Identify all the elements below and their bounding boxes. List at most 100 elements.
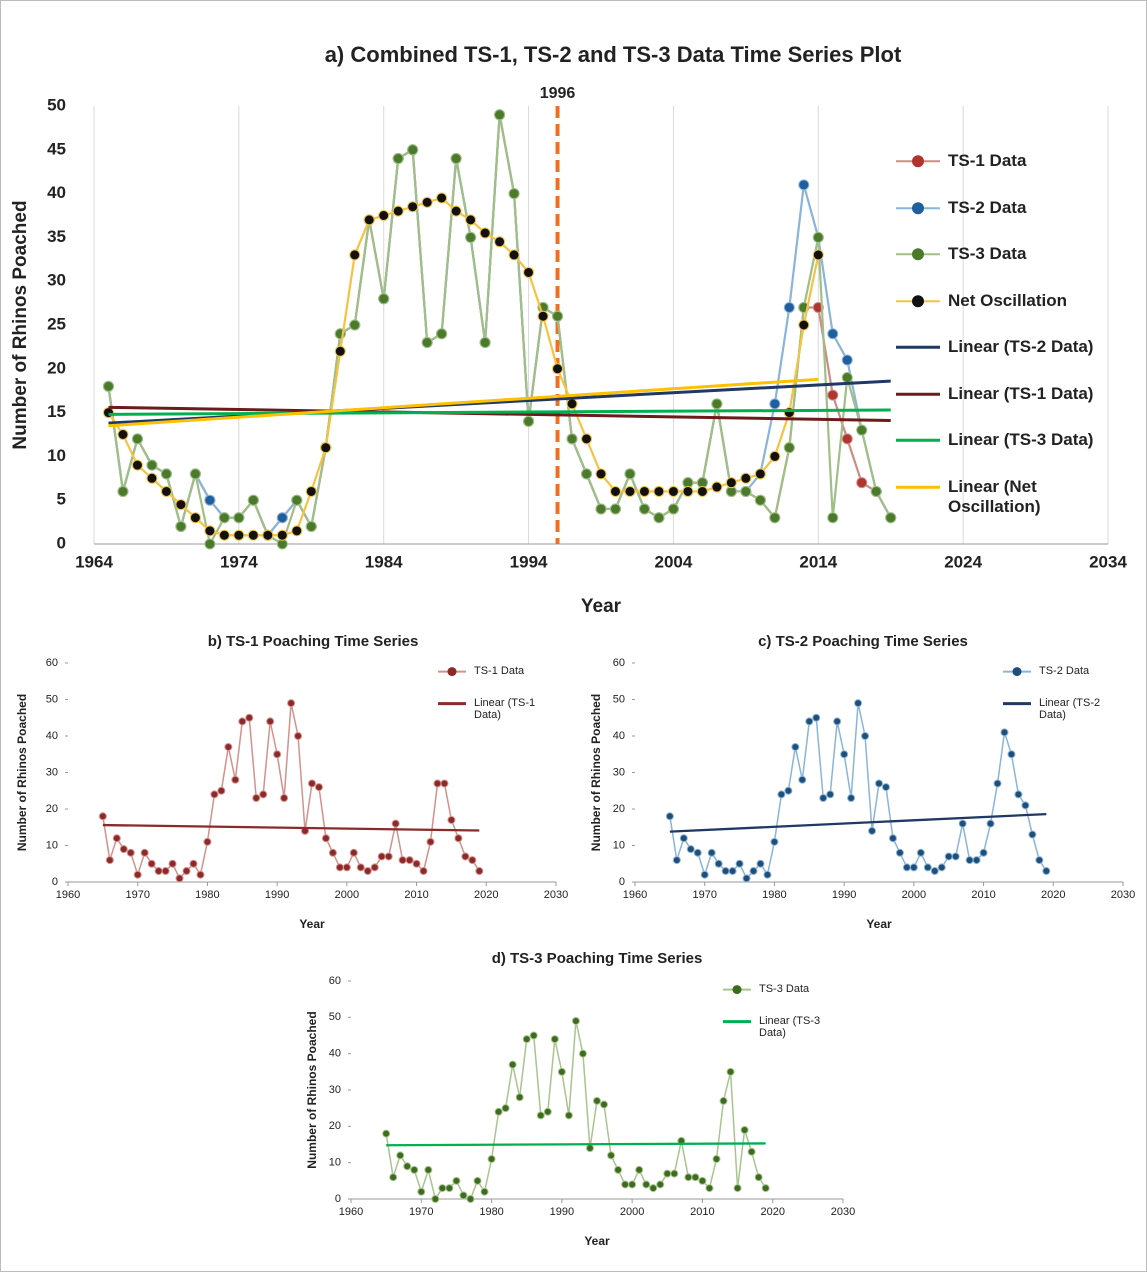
data-point xyxy=(473,1176,482,1185)
legend-label: TS-1 Data xyxy=(474,665,525,677)
data-point xyxy=(805,717,814,726)
data-point xyxy=(98,812,107,821)
y-tick-label: 20 xyxy=(47,358,66,377)
y-tick-label: 50 xyxy=(329,1011,341,1023)
legend-marker xyxy=(732,985,742,995)
data-point xyxy=(461,852,470,861)
data-point xyxy=(305,520,317,532)
data-point xyxy=(189,468,201,480)
legend-label: TS-3 Data xyxy=(948,244,1027,263)
data-point xyxy=(382,1129,391,1138)
data-point xyxy=(783,442,795,454)
data-point xyxy=(391,819,400,828)
legend-label: Net Oscillation xyxy=(948,290,1068,310)
data-point xyxy=(628,1180,637,1189)
data-point xyxy=(231,775,240,784)
data-point xyxy=(728,867,737,876)
legend-label: Linear (TS-1 Data) xyxy=(948,383,1094,403)
data-point xyxy=(614,1165,623,1174)
data-point xyxy=(733,1184,742,1193)
y-tick-label: 60 xyxy=(613,657,625,669)
data-point xyxy=(875,779,883,788)
chart: a) Combined TS-1, TS-2 and TS-3 Data Tim… xyxy=(10,42,1127,617)
data-point xyxy=(638,503,650,515)
data-point xyxy=(378,210,390,221)
data-point xyxy=(356,863,365,872)
legend-swatch xyxy=(1003,667,1031,677)
data-point xyxy=(770,837,779,846)
data-point xyxy=(321,834,330,843)
data-point xyxy=(902,863,911,872)
data-point xyxy=(571,1016,580,1025)
data-point xyxy=(747,1147,756,1156)
x-tick-label: 2034 xyxy=(1089,552,1127,571)
data-point xyxy=(403,1162,412,1171)
data-point xyxy=(841,354,853,366)
x-tick-label: 2020 xyxy=(1041,889,1065,901)
data-point xyxy=(841,372,853,384)
chart-title: d) TS-3 Poaching Time Series xyxy=(492,950,703,967)
data-point xyxy=(131,433,143,445)
data-point xyxy=(1000,728,1009,737)
x-tick-label: 1964 xyxy=(75,552,113,571)
data-point xyxy=(740,1125,749,1134)
data-point xyxy=(233,512,245,524)
data-point xyxy=(705,1184,714,1193)
data-point xyxy=(635,1165,644,1174)
x-tick-label: 1990 xyxy=(832,889,856,901)
data-point xyxy=(812,713,821,722)
legend-swatch xyxy=(896,438,940,442)
legend-swatch xyxy=(438,702,466,706)
data-point xyxy=(854,699,863,708)
data-point xyxy=(827,512,839,524)
data-point xyxy=(649,1184,658,1193)
y-tick-label: 30 xyxy=(329,1084,341,1096)
x-tick-label: 1994 xyxy=(510,552,548,571)
data-point xyxy=(436,328,448,340)
data-point xyxy=(769,512,781,524)
data-point xyxy=(707,848,716,857)
data-point xyxy=(119,845,128,854)
data-point xyxy=(377,852,386,861)
data-point xyxy=(479,337,491,349)
data-point xyxy=(881,783,890,792)
legend: TS-2 Data Linear (TS-2 Data) xyxy=(1001,665,1126,729)
data-point xyxy=(769,450,781,462)
data-point xyxy=(465,231,477,243)
data-point xyxy=(417,1187,426,1196)
legend-swatch xyxy=(896,201,940,214)
data-point xyxy=(667,503,679,515)
data-point xyxy=(1042,867,1051,876)
y-tick-label: 0 xyxy=(335,1193,341,1205)
x-tick-label: 2010 xyxy=(690,1206,714,1218)
x-tick-label: 2000 xyxy=(902,889,926,901)
data-point xyxy=(783,301,795,313)
y-tick-label: 30 xyxy=(613,766,625,778)
data-point xyxy=(175,499,187,511)
data-point xyxy=(711,481,723,493)
data-point xyxy=(487,1155,496,1164)
data-point xyxy=(407,201,419,213)
trend-line xyxy=(102,823,480,832)
data-point xyxy=(398,856,407,865)
data-point xyxy=(433,779,442,788)
y-tick-label: 30 xyxy=(47,271,66,290)
legend-swatch xyxy=(896,294,940,307)
data-point xyxy=(140,848,149,857)
data-point xyxy=(175,874,184,883)
data-point xyxy=(147,859,156,868)
x-tick-label: 1990 xyxy=(265,889,289,901)
data-point xyxy=(421,196,433,208)
data-point xyxy=(714,859,723,868)
data-point xyxy=(550,1035,559,1044)
data-point xyxy=(742,874,751,883)
legend-swatch xyxy=(896,485,940,489)
data-point xyxy=(335,863,344,872)
legend-entry: Linear (TS-3 Data) xyxy=(721,1015,846,1047)
data-point xyxy=(508,249,520,261)
data-point xyxy=(670,1169,679,1178)
legend-entry: Linear (TS-1 Data) xyxy=(436,697,561,729)
y-tick-label: 15 xyxy=(47,402,66,421)
data-point xyxy=(515,1093,524,1102)
